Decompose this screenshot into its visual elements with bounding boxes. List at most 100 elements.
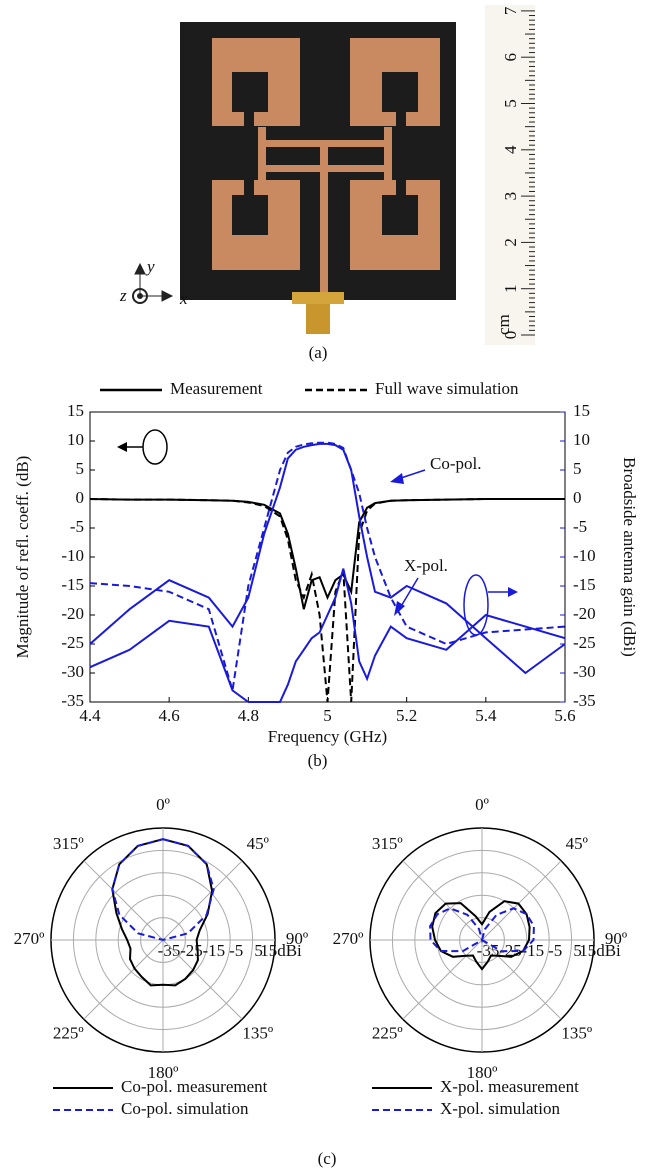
theta-tick-label: 225º [53,1024,84,1043]
y2-tick-label: -25 [573,633,596,652]
annotation: Co-pol. [430,454,481,473]
theta-tick-label: 0º [475,795,489,814]
y2-tick-label: -20 [573,604,596,623]
antenna-photo: y x z cm 0 1 2 3 4 5 6 7 [119,5,535,345]
grid-spoke [402,860,483,941]
ruler-ticks: 0 1 2 3 4 5 6 7 [501,6,535,339]
y2-axis-label: Broadside antenna gain (dBi) [620,457,639,657]
legend-label: Full wave simulation [375,379,519,398]
annotation: X-pol. [404,556,448,575]
theta-tick-label: 0º [156,795,170,814]
axis-x-label: x [179,289,188,308]
caption: (b) [308,751,328,770]
series-line [89,441,566,691]
r-tick-label: -5 [229,941,243,960]
slots [232,72,418,235]
ruler-label: 5 [501,99,520,108]
ruler-label: 0 [501,331,520,340]
y2-tick-label: 10 [573,430,590,449]
ruler-label: 6 [501,53,520,62]
x-axis-label: Frequency (GHz) [268,727,387,746]
grid-spoke [162,939,243,1020]
connector [306,304,330,334]
y2-tick-label: -35 [573,691,596,710]
y-tick-label: -30 [61,662,84,681]
x-tick-label: 5.6 [554,706,575,725]
theta-tick-label: 225º [372,1024,403,1043]
ruler-unit: cm [494,314,513,335]
caption: (a) [309,343,328,362]
r-tick-label: 5 [573,941,582,960]
theta-tick-label: 45º [566,834,588,853]
y-tick-label: 0 [76,488,85,507]
grid-spoke [83,939,164,1020]
r-tick-label: -15 [521,941,544,960]
y-tick-label: -20 [61,604,84,623]
legend-label: Co-pol. measurement [121,1077,268,1096]
x-tick-label: 4.6 [159,706,180,725]
y-tick-label: 5 [76,459,85,478]
theta-tick-label: 180º [148,1063,179,1082]
series-line [431,900,531,971]
y-axis-label: Magnitude of refl. coeff. (dB) [13,456,32,659]
r-tick-label: -5 [548,941,562,960]
caption: (c) [318,1149,337,1168]
ruler-label: 1 [501,284,520,293]
r-tick-label: 5 [254,941,263,960]
y-tick-label: -15 [61,575,84,594]
grid-spoke [162,860,243,941]
y-tick-label: -10 [61,546,84,565]
theta-tick-label: 270º [333,929,364,948]
x-tick-label: 4.4 [79,706,101,725]
theta-tick-label: 135º [242,1024,273,1043]
grid-spoke [481,939,562,1020]
r-tick-label: -15 [202,941,225,960]
series-line [89,498,565,703]
theta-tick-label: 135º [561,1024,592,1043]
connector-flange [292,292,344,304]
y-tick-label: -35 [61,691,84,710]
y2-tick-label: 15 [573,401,590,420]
y-tick-label: -5 [70,517,84,536]
legend-label: Measurement [170,379,263,398]
r-tick-label: -25 [180,941,203,960]
grid-spoke [83,860,164,941]
legend-label: X-pol. simulation [440,1099,560,1118]
theta-tick-label: 270º [14,929,45,948]
theta-tick-label: 315º [372,834,403,853]
ruler-label: 7 [501,6,520,15]
y2-tick-label: -10 [573,546,596,565]
theta-tick-label: 45º [247,834,269,853]
y2-tick-label: -5 [573,517,587,536]
grid-spoke [402,939,483,1020]
r-tick-label: 15dBi [579,941,621,960]
grid-spoke [481,860,562,941]
x-tick-label: 5.4 [475,706,497,725]
axes-icon [132,262,174,304]
series-line [89,442,566,675]
y2-tick-label: 0 [573,488,582,507]
y-tick-label: 10 [67,430,84,449]
ruler-label: 3 [501,192,520,201]
theta-tick-label: 90º [605,929,627,948]
y-tick-label: 15 [67,401,84,420]
legend-label: X-pol. measurement [440,1077,579,1096]
r-tick-label: 15dBi [260,941,302,960]
series-line [429,907,535,953]
ruler-label: 4 [501,145,520,154]
plot-frame [89,411,566,703]
theta-tick-label: 180º [467,1063,498,1082]
y-tick-label: -25 [61,633,84,652]
x-tick-label: 5.2 [396,706,417,725]
series-line [89,568,566,703]
axis-z-label: z [119,286,127,305]
y2-tick-label: 5 [573,459,582,478]
ruler-label: 2 [501,238,520,247]
x-tick-label: 4.8 [238,706,259,725]
x-tick-label: 5 [323,706,332,725]
legend-label: Co-pol. simulation [121,1099,249,1118]
series-line [111,838,215,942]
theta-tick-label: 90º [286,929,308,948]
y2-tick-label: -30 [573,662,596,681]
